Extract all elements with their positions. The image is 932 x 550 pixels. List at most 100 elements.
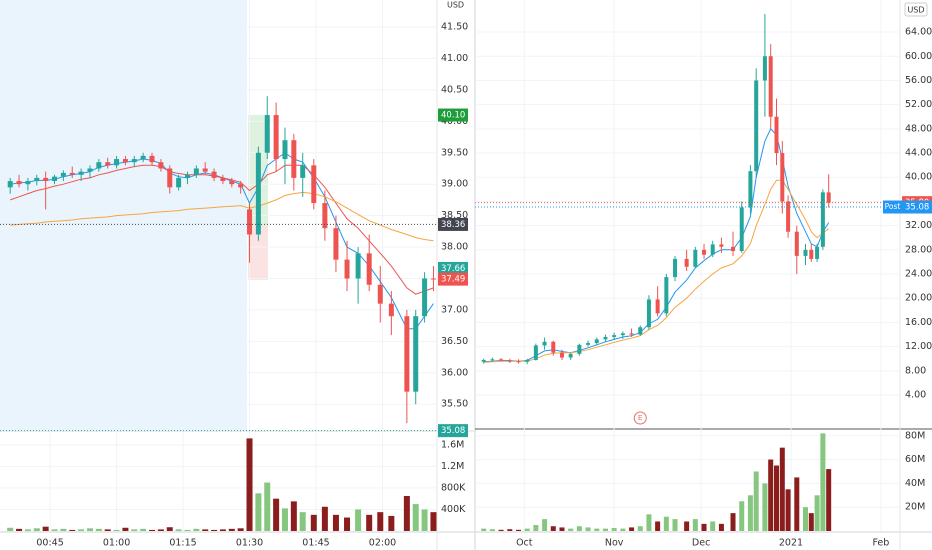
volume-bar [51, 529, 58, 531]
volume-bar [202, 529, 209, 531]
candle-body [264, 115, 270, 153]
candle-body [507, 360, 512, 362]
candle-body [481, 359, 486, 362]
candle-body [638, 327, 643, 335]
volume-bar [33, 528, 40, 531]
volume-bar [290, 501, 297, 531]
volume-bar [739, 501, 745, 531]
volume-bar [481, 528, 487, 531]
moving-average [483, 179, 829, 363]
candle-body [731, 246, 736, 252]
candle-body [768, 56, 773, 117]
volume-bar [377, 512, 384, 531]
candle-body [422, 278, 428, 317]
candle-body [739, 207, 744, 252]
volume-bar [826, 469, 832, 531]
candle-body [620, 333, 625, 336]
candle-body [300, 165, 306, 178]
volume-bar [403, 496, 410, 531]
volume-bar [69, 529, 76, 531]
volume-bar [779, 447, 785, 531]
y-tick-label: 48.00 [905, 123, 932, 134]
volume-bar [629, 527, 635, 531]
candle-body [499, 359, 504, 361]
currency-box[interactable] [904, 2, 928, 17]
candle-body [211, 171, 217, 178]
y-tick-label: 32.00 [905, 220, 932, 231]
x-tick-label: 02:00 [369, 538, 396, 549]
volume-bar [113, 529, 120, 531]
moving-average [10, 191, 434, 242]
candle-body [388, 303, 394, 317]
y-tick-label: 12.00 [905, 341, 932, 352]
candle-body [184, 174, 190, 178]
candle-body [754, 80, 759, 172]
y-tick-label: 20.00 [905, 293, 932, 304]
candle-body [673, 258, 678, 278]
volume-bar [753, 471, 759, 531]
candle-body [176, 177, 182, 188]
volume-bar [646, 514, 652, 531]
candle-body [413, 316, 419, 392]
candle-body [78, 171, 84, 175]
volume-bar [281, 508, 288, 531]
volume-bar [321, 506, 328, 531]
volume-bar [237, 528, 244, 531]
volume-bar [701, 523, 707, 531]
volume-bar [211, 529, 218, 531]
volume-bar [219, 529, 226, 531]
volume-bar [131, 529, 138, 531]
volume-bar [814, 495, 820, 531]
candle-body [655, 299, 660, 314]
volume-bar [559, 527, 565, 531]
y-tick-label: 64.00 [905, 27, 932, 38]
event-marker [633, 411, 647, 425]
volume-bar [95, 528, 102, 531]
candle-body [122, 159, 128, 163]
volume-bar [273, 498, 280, 531]
volume-bar [568, 528, 574, 531]
y-tick-label: 39.00 [441, 179, 468, 190]
volume-bar [774, 465, 780, 531]
price-badge-label: 40.10 [441, 111, 465, 121]
event-label: E [638, 414, 642, 422]
y-tick-label: 16.00 [905, 317, 932, 328]
y-tick-label: 56.00 [905, 75, 932, 86]
volume-tick-label: 800K [441, 482, 466, 493]
moving-average [10, 164, 434, 295]
candle-body [131, 159, 137, 163]
candle-body [255, 152, 261, 235]
volume-bar [430, 512, 437, 531]
candle-body [333, 228, 339, 260]
x-tick-label: 01:30 [236, 538, 263, 549]
candle-body [25, 181, 31, 185]
candle-body [69, 172, 75, 175]
volume-tick-label: 60M [905, 454, 925, 465]
candle-body [247, 209, 253, 235]
x-tick-label: 01:15 [169, 538, 196, 549]
volume-bar [808, 513, 814, 531]
y-tick-label: 24.00 [905, 269, 932, 280]
candle-body [786, 201, 791, 232]
currency-label[interactable]: USD [907, 6, 924, 15]
candle-body [404, 316, 410, 392]
y-tick-label: 60.00 [905, 51, 932, 62]
range-down-box [248, 226, 268, 280]
volume-bar [576, 526, 582, 531]
volume-bar [730, 513, 736, 531]
candle-body [542, 341, 547, 346]
candle-body [52, 176, 58, 182]
volume-bar [489, 529, 495, 531]
candle-body [794, 231, 799, 256]
y-tick-label: 38.00 [441, 242, 468, 253]
y-tick-label: 41.50 [441, 22, 468, 33]
volume-bar [672, 519, 678, 531]
volume-bar [355, 509, 362, 531]
candle-body [220, 177, 226, 182]
candle-body [533, 345, 538, 360]
y-tick-label: 52.00 [905, 99, 932, 110]
y-tick-label: 40.50 [441, 84, 468, 95]
volume-bar [7, 527, 14, 531]
volume-bar [332, 514, 339, 531]
